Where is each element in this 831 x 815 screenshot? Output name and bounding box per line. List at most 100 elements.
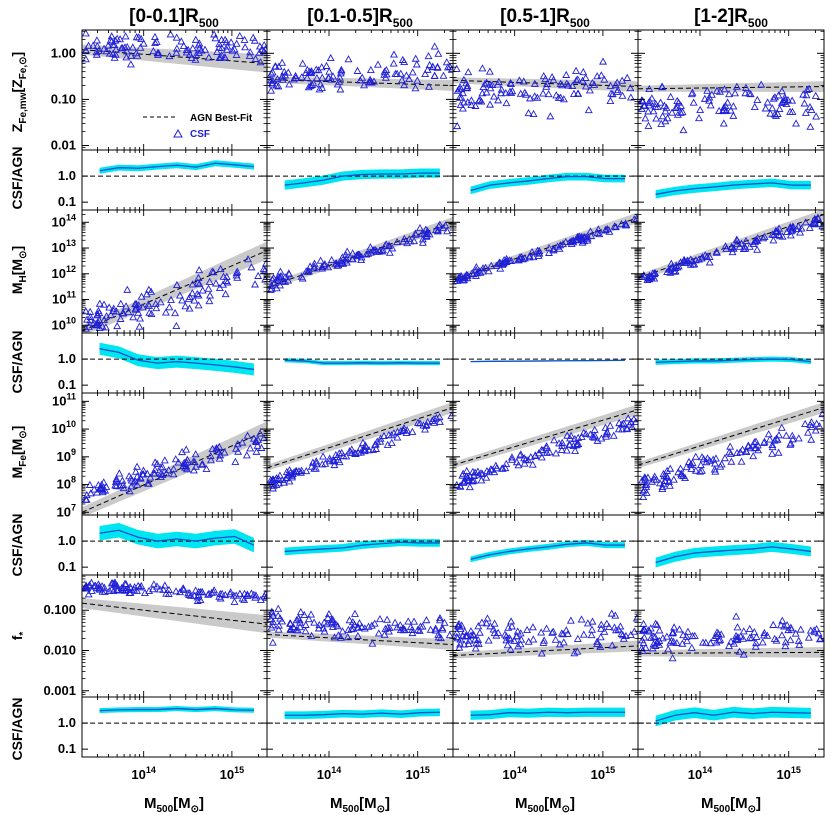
ratio-tick-label: 0.1 xyxy=(58,194,76,209)
csf-point xyxy=(166,304,172,310)
csf-point xyxy=(484,615,490,621)
csf-point xyxy=(764,99,770,105)
y-tick-label: 0.01 xyxy=(51,138,76,153)
csf-point xyxy=(671,624,677,630)
csf-point xyxy=(697,107,703,113)
csf-point xyxy=(411,618,417,624)
panel-stellar-fraction-col1 xyxy=(82,575,269,757)
panel-content xyxy=(453,58,638,128)
csf-point xyxy=(813,113,819,119)
csf-point xyxy=(173,588,179,594)
column-title-4: [1-2]R500 xyxy=(694,6,768,30)
csf-point xyxy=(733,613,739,619)
csf-point xyxy=(760,639,766,645)
y-tick-label: 1014 xyxy=(52,212,76,229)
csf-point xyxy=(368,67,374,73)
panel-content xyxy=(82,30,268,72)
csf-point xyxy=(465,69,471,75)
csf-point xyxy=(414,61,420,67)
ratio-band xyxy=(656,179,811,199)
csf-point xyxy=(747,626,753,632)
ratio-panel-iron-mass-col3 xyxy=(453,515,638,575)
csf-point xyxy=(479,65,485,71)
csf-point xyxy=(233,41,239,47)
csf-point xyxy=(565,631,571,637)
ratio-tick-label: 1.0 xyxy=(58,351,76,366)
y-tick-label: 1011 xyxy=(52,290,76,307)
panel-frame xyxy=(453,575,638,697)
csf-point xyxy=(575,636,581,642)
csf-point xyxy=(728,458,734,464)
csf-point xyxy=(563,72,569,78)
csf-point xyxy=(727,443,733,449)
csf-point xyxy=(671,476,677,482)
x-tick-label: 1015 xyxy=(591,765,615,782)
ratio-panel-stellar-fraction-col2 xyxy=(267,697,453,757)
csf-point xyxy=(491,93,497,99)
csf-point xyxy=(311,619,317,625)
csf-point xyxy=(547,113,553,119)
csf-point xyxy=(775,92,781,98)
csf-point xyxy=(375,61,381,67)
csf-point xyxy=(118,301,124,307)
csf-point xyxy=(667,94,673,100)
ratio-tick-label: 0.1 xyxy=(58,559,76,574)
csf-point xyxy=(405,618,411,624)
csf-point xyxy=(231,599,237,605)
ratio-panel-iron-mass-col2 xyxy=(267,515,453,575)
csf-point xyxy=(808,436,814,442)
csf-point xyxy=(491,620,497,626)
csf-point xyxy=(543,625,549,631)
column-titles: [0-0.1]R500 [0.1-0.5]R500 [0.5-1]R500 [1… xyxy=(129,6,768,30)
csf-point xyxy=(275,606,281,612)
csf-point xyxy=(530,111,536,117)
csf-point xyxy=(750,453,756,459)
agn-fit-band xyxy=(267,402,453,471)
csf-point xyxy=(206,298,212,304)
ratio-tick-label: 1.0 xyxy=(58,168,76,183)
csf-point xyxy=(581,631,587,637)
csf-point xyxy=(326,68,332,74)
csf-point xyxy=(128,61,134,67)
csf-point xyxy=(222,291,228,297)
y-tick-label: 1011 xyxy=(52,391,76,408)
csf-point xyxy=(320,453,326,459)
csf-point xyxy=(628,632,634,638)
csf-point xyxy=(769,451,775,457)
csf-point xyxy=(588,632,594,638)
csf-point xyxy=(207,292,213,298)
ratio-tick-label: 1.0 xyxy=(58,533,76,548)
csf-point xyxy=(741,628,747,634)
csf-point xyxy=(721,120,727,126)
panel-content xyxy=(82,579,269,633)
csf-point xyxy=(242,44,248,50)
csf-point xyxy=(586,107,592,113)
csf-point xyxy=(435,51,441,57)
csf-point xyxy=(352,611,358,617)
agn-fit-band xyxy=(82,598,267,633)
csf-point xyxy=(685,629,691,635)
ratio-panel-iron-abundance-col2 xyxy=(267,150,453,210)
xlabel-2: M500[M⊙] xyxy=(330,795,390,815)
csf-point xyxy=(775,449,781,455)
csf-point xyxy=(770,622,776,628)
csf-point xyxy=(752,104,758,110)
csf-point xyxy=(85,591,91,597)
csf-point xyxy=(805,429,811,435)
csf-point xyxy=(193,37,199,43)
y-tick-label: 0.100 xyxy=(43,602,76,617)
agn-fit-band xyxy=(267,631,453,650)
csf-point xyxy=(813,93,819,99)
csf-point xyxy=(244,452,250,458)
y-tick-label: 0.10 xyxy=(51,91,76,106)
csf-point xyxy=(270,639,276,645)
ratio-band xyxy=(656,542,811,568)
csf-point xyxy=(770,237,776,243)
ylabel-iron-abundance: ZFe,mw[ZFe,⊙] xyxy=(9,52,29,132)
ratio-median-line xyxy=(471,360,625,361)
csf-point xyxy=(453,66,459,72)
agn-best-fit-line xyxy=(453,410,638,465)
csf-point xyxy=(122,33,128,39)
csf-point xyxy=(323,63,329,69)
x-tick-label: 1014 xyxy=(131,765,155,782)
